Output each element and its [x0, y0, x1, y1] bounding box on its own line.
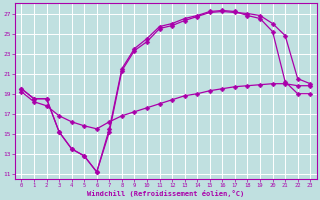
X-axis label: Windchill (Refroidissement éolien,°C): Windchill (Refroidissement éolien,°C) — [87, 190, 244, 197]
